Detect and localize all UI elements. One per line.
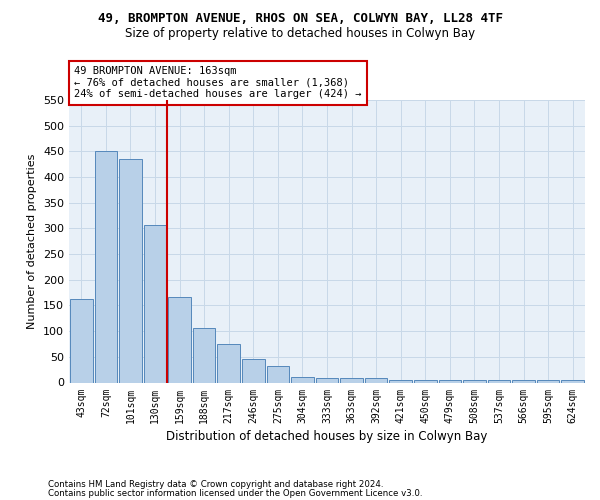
Bar: [70, 299, 92, 382]
Text: 49 BROMPTON AVENUE: 163sqm
← 76% of detached houses are smaller (1,368)
24% of s: 49 BROMPTON AVENUE: 163sqm ← 76% of deta…: [74, 66, 362, 100]
Bar: [439, 380, 461, 382]
Bar: [316, 378, 338, 382]
X-axis label: Distribution of detached houses by size in Colwyn Bay: Distribution of detached houses by size …: [166, 430, 488, 442]
Bar: [168, 296, 191, 382]
Bar: [414, 380, 437, 382]
Text: Size of property relative to detached houses in Colwyn Bay: Size of property relative to detached ho…: [125, 28, 475, 40]
Bar: [95, 152, 117, 382]
Bar: [537, 380, 559, 382]
Bar: [119, 159, 142, 382]
Bar: [266, 366, 289, 382]
Bar: [488, 380, 511, 382]
Text: Contains public sector information licensed under the Open Government Licence v3: Contains public sector information licen…: [48, 488, 422, 498]
Text: 49, BROMPTON AVENUE, RHOS ON SEA, COLWYN BAY, LL28 4TF: 49, BROMPTON AVENUE, RHOS ON SEA, COLWYN…: [97, 12, 503, 26]
Bar: [143, 225, 166, 382]
Bar: [291, 378, 314, 382]
Text: Contains HM Land Registry data © Crown copyright and database right 2024.: Contains HM Land Registry data © Crown c…: [48, 480, 383, 489]
Bar: [512, 380, 535, 382]
Y-axis label: Number of detached properties: Number of detached properties: [28, 154, 37, 329]
Bar: [193, 328, 215, 382]
Bar: [242, 360, 265, 382]
Bar: [217, 344, 240, 383]
Bar: [365, 378, 388, 382]
Bar: [562, 380, 584, 382]
Bar: [389, 380, 412, 382]
Bar: [340, 378, 363, 382]
Bar: [463, 380, 486, 382]
